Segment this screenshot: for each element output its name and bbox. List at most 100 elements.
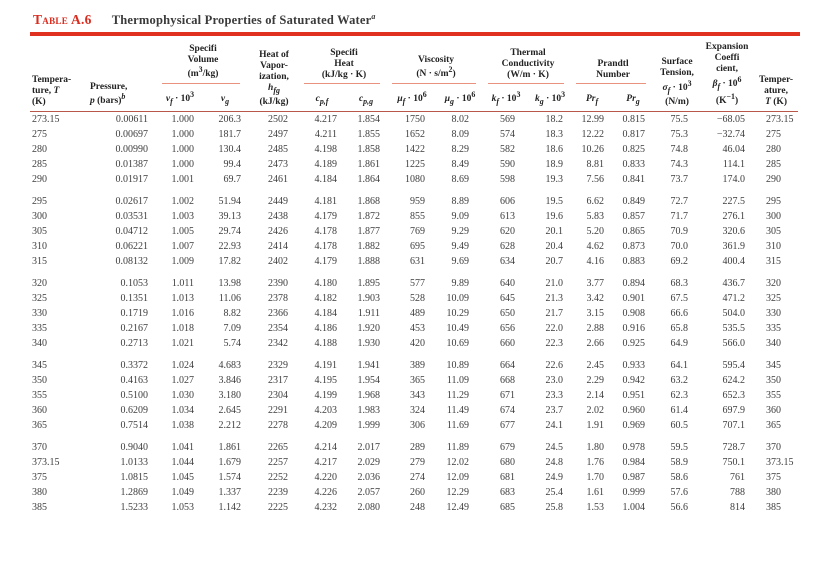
cell-T2: 280	[766, 144, 782, 156]
cell-beta: 504.0	[722, 308, 746, 320]
cell-Prg: 0.849	[622, 196, 646, 208]
group-label-thermal-conductivity: Thermal Conductivity (W/m · K)	[501, 48, 555, 80]
cell-sigma: 69.2	[670, 256, 689, 268]
cell-mug: 12.09	[446, 472, 470, 484]
cell-cpf: 4.191	[314, 360, 338, 372]
subheader-kg: kg · 103	[528, 84, 573, 113]
cell-kg: 24.9	[545, 472, 564, 484]
cell-beta: 361.9	[722, 241, 746, 253]
cell-p: 0.2713	[120, 338, 149, 350]
cell-T2: 300	[766, 211, 782, 223]
cell-p: 0.3372	[120, 360, 149, 372]
cell-kf: 640	[500, 278, 516, 290]
cell-kf: 679	[500, 442, 516, 454]
cell-vf: 1.000	[171, 129, 195, 141]
cell-mug: 9.49	[451, 241, 470, 253]
cell-cpf: 4.184	[314, 174, 338, 186]
cell-muf: 631	[410, 256, 425, 268]
cell-muf: 260	[410, 487, 425, 499]
cell-mug: 8.09	[451, 129, 470, 141]
cell-muf: 528	[410, 293, 425, 305]
cell-Prg: 1.004	[622, 502, 646, 514]
cell-muf: 389	[410, 360, 425, 372]
header-pressure: Pressure, p (bars)b	[88, 42, 158, 113]
cell-Prg: 0.933	[622, 360, 646, 372]
header-group-thermal-conductivity: Thermal Conductivity (W/m · K)	[484, 42, 572, 85]
table-row: 375 1.0815 1.045 1.574 2252 4.220 2.036 274 12.0…	[30, 470, 798, 485]
cell-mug: 12.29	[446, 487, 470, 499]
table-row: 280 0.00990 1.000 130.4 2485 4.198 1.858 1422 8.…	[30, 142, 798, 157]
cell-muf: 324	[410, 405, 425, 417]
cell-T: 310	[32, 241, 47, 253]
cell-kg: 21.0	[545, 278, 564, 290]
cell-p: 0.2167	[120, 323, 149, 335]
cell-muf: 1750	[405, 114, 425, 126]
cell-T: 280	[32, 144, 47, 156]
cell-sigma: 58.6	[670, 472, 689, 484]
cell-Prf: 2.45	[586, 360, 605, 372]
cell-kf: 606	[500, 196, 516, 208]
group-label-viscosity: Viscosity (N · s/m2)	[416, 54, 456, 80]
subheader-prf: Prf	[572, 84, 613, 113]
table-row: 335 0.2167 1.018 7.09 2354 4.186 1.920 453 10.49…	[30, 321, 798, 336]
cell-vf: 1.049	[171, 487, 195, 499]
cell-kf: 656	[500, 323, 516, 335]
cell-muf: 420	[410, 338, 425, 350]
cell-vg: 2.212	[218, 420, 242, 432]
cell-mug: 11.89	[446, 442, 470, 454]
cell-cpg: 2.036	[357, 472, 381, 484]
header-temperature-right: Temper-ature, T (K)	[754, 42, 799, 113]
cell-mug: 12.49	[446, 502, 470, 514]
cell-kg: 24.1	[545, 420, 564, 432]
cell-vf: 1.000	[171, 144, 195, 156]
table-row: 273.15 0.00611 1.000 206.3 2502 4.217 1.854 175…	[30, 112, 798, 128]
table-row: 305 0.04712 1.005 29.74 2426 4.178 1.877 769 9.2…	[30, 224, 798, 239]
cell-cpf: 4.188	[314, 338, 338, 350]
book-page: Table A.6 Thermophysical Properties of S…	[30, 12, 800, 515]
cell-cpg: 2.029	[357, 457, 381, 469]
cell-vf: 1.018	[171, 323, 195, 335]
cell-kg: 21.7	[545, 308, 564, 320]
cell-beta: 471.2	[722, 293, 746, 305]
cell-vg: 3.846	[218, 375, 242, 387]
cell-mug: 11.29	[446, 390, 470, 402]
cell-hfg: 2426	[268, 226, 288, 238]
cell-vf: 1.007	[171, 241, 195, 253]
cell-sigma: 58.9	[670, 457, 689, 469]
cell-Prg: 0.916	[622, 323, 646, 335]
cell-p: 1.2869	[120, 487, 149, 499]
cell-vg: 1.861	[218, 442, 242, 454]
cell-T2: 340	[766, 338, 782, 350]
cell-T: 295	[32, 196, 47, 208]
cell-sigma: 67.5	[670, 293, 689, 305]
cell-cpf: 4.211	[314, 129, 337, 141]
cell-cpf: 4.179	[314, 211, 338, 223]
cell-vf: 1.016	[171, 308, 195, 320]
group-spacer	[30, 187, 798, 194]
header-group-prandtl: Prandtl Number	[572, 42, 654, 85]
cell-p: 0.1351	[120, 293, 149, 305]
table-row: 370 0.9040 1.041 1.861 2265 4.214 2.017 289 11.8…	[30, 440, 798, 455]
group-spacer	[30, 351, 798, 358]
cell-T2: 330	[766, 308, 782, 320]
table-row: 345 0.3372 1.024 4.683 2329 4.191 1.941 389 10.8…	[30, 358, 798, 373]
cell-cpf: 4.180	[314, 278, 338, 290]
table-row: 385 1.5233 1.053 1.142 2225 4.232 2.080 248 12.4…	[30, 500, 798, 515]
cell-cpg: 1.954	[357, 375, 381, 387]
cell-beta: 707.1	[722, 420, 746, 432]
table-row: 310 0.06221 1.007 22.93 2414 4.178 1.882 695 9.4…	[30, 239, 798, 254]
cell-cpf: 4.198	[314, 144, 338, 156]
cell-Prf: 2.88	[586, 323, 605, 335]
cell-sigma: 73.7	[670, 174, 689, 186]
cell-kf: 683	[500, 487, 516, 499]
table-row: 285 0.01387 1.000 99.4 2473 4.189 1.861 1225 8.4…	[30, 157, 798, 172]
cell-vg: 181.7	[218, 129, 242, 141]
cell-mug: 10.49	[446, 323, 470, 335]
cell-cpf: 4.226	[314, 487, 338, 499]
cell-mug: 8.29	[451, 144, 470, 156]
cell-kg: 24.5	[545, 442, 564, 454]
cell-vf: 1.002	[171, 196, 195, 208]
cell-cpg: 1.999	[357, 420, 381, 432]
cell-Prf: 5.20	[586, 226, 605, 238]
cell-Prf: 2.66	[586, 338, 605, 350]
